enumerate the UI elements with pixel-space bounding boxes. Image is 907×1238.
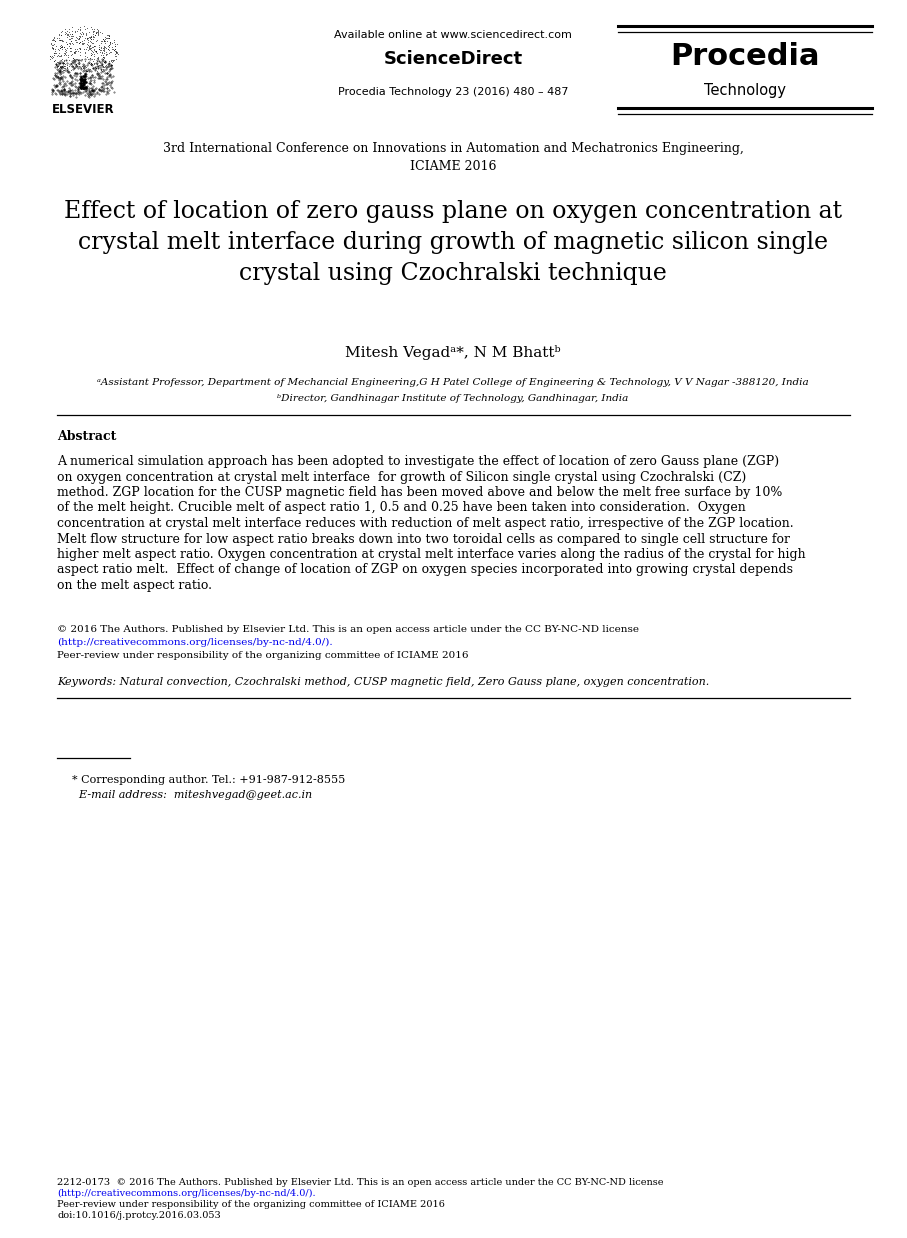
- Text: Melt flow structure for low aspect ratio breaks down into two toroidal cells as : Melt flow structure for low aspect ratio…: [57, 532, 790, 546]
- Point: [77, 77, 92, 97]
- Point: [78, 73, 93, 93]
- Text: method. ZGP location for the CUSP magnetic field has been moved above and below : method. ZGP location for the CUSP magnet…: [57, 487, 783, 499]
- Point: [74, 71, 89, 90]
- Text: © 2016 The Authors. Published by Elsevier Ltd. This is an open access article un: © 2016 The Authors. Published by Elsevie…: [57, 625, 639, 634]
- Text: of the melt height. Crucible melt of aspect ratio 1, 0.5 and 0.25 have been take: of the melt height. Crucible melt of asp…: [57, 501, 746, 515]
- Point: [76, 73, 91, 93]
- Text: * Corresponding author. Tel.: +91-987-912-8555: * Corresponding author. Tel.: +91-987-91…: [72, 775, 346, 785]
- Point: [73, 69, 88, 89]
- Point: [77, 67, 92, 87]
- Text: Mitesh Vegadᵃ*, N M Bhattᵇ: Mitesh Vegadᵃ*, N M Bhattᵇ: [346, 345, 561, 360]
- Point: [74, 77, 89, 97]
- Point: [74, 71, 89, 90]
- Text: ScienceDirect: ScienceDirect: [384, 50, 522, 68]
- Point: [73, 73, 87, 93]
- Point: [77, 78, 92, 98]
- Point: [75, 76, 90, 95]
- Point: [79, 77, 93, 97]
- Point: [73, 78, 88, 98]
- Point: [77, 72, 92, 92]
- Text: concentration at crystal melt interface reduces with reduction of melt aspect ra: concentration at crystal melt interface …: [57, 517, 794, 530]
- Point: [74, 76, 89, 95]
- Point: [74, 69, 89, 89]
- Text: Technology: Technology: [704, 83, 786, 98]
- Text: Peer-review under responsibility of the organizing committee of ICIAME 2016: Peer-review under responsibility of the …: [57, 1200, 444, 1210]
- Text: E-mail address:  miteshvegad@geet.ac.in: E-mail address: miteshvegad@geet.ac.in: [72, 790, 312, 800]
- Point: [73, 77, 87, 97]
- Point: [74, 69, 89, 89]
- Point: [75, 78, 90, 98]
- Point: [77, 74, 92, 94]
- Point: [73, 67, 88, 87]
- Point: [73, 73, 88, 93]
- Text: Peer-review under responsibility of the organizing committee of ICIAME 2016: Peer-review under responsibility of the …: [57, 651, 469, 660]
- Text: 3rd International Conference on Innovations in Automation and Mechatronics Engin: 3rd International Conference on Innovati…: [162, 142, 744, 173]
- Point: [78, 69, 93, 89]
- Point: [78, 64, 93, 84]
- Point: [77, 67, 92, 87]
- Point: [76, 78, 91, 98]
- Text: Keywords: Natural convection, Czochralski method, CUSP magnetic field, Zero Gaus: Keywords: Natural convection, Czochralsk…: [57, 677, 709, 687]
- Text: Procedia: Procedia: [670, 42, 820, 71]
- Point: [75, 71, 90, 90]
- Point: [74, 76, 89, 95]
- Text: on oxygen concentration at crystal melt interface  for growth of Silicon single : on oxygen concentration at crystal melt …: [57, 470, 746, 484]
- Point: [76, 71, 91, 90]
- Point: [76, 73, 91, 93]
- Text: aspect ratio melt.  Effect of change of location of ZGP on oxygen species incorp: aspect ratio melt. Effect of change of l…: [57, 563, 793, 577]
- Point: [73, 77, 88, 97]
- Point: [73, 69, 88, 89]
- Text: (http://creativecommons.org/licenses/by-nc-nd/4.0/).: (http://creativecommons.org/licenses/by-…: [57, 638, 333, 647]
- Text: Effect of location of zero gauss plane on oxygen concentration at
crystal melt i: Effect of location of zero gauss plane o…: [63, 201, 842, 285]
- Text: on the melt aspect ratio.: on the melt aspect ratio.: [57, 579, 212, 592]
- Text: higher melt aspect ratio. Oxygen concentration at crystal melt interface varies : higher melt aspect ratio. Oxygen concent…: [57, 548, 805, 561]
- Point: [73, 71, 88, 90]
- Text: Abstract: Abstract: [57, 430, 116, 443]
- Point: [76, 73, 91, 93]
- Point: [76, 71, 91, 90]
- Text: ᵃAssistant Professor, Department of Mechancial Engineering,G H Patel College of : ᵃAssistant Professor, Department of Mech…: [97, 378, 809, 387]
- Text: ᵇDirector, Gandhinagar Institute of Technology, Gandhinagar, India: ᵇDirector, Gandhinagar Institute of Tech…: [278, 394, 629, 404]
- Text: 2212-0173  © 2016 The Authors. Published by Elsevier Ltd. This is an open access: 2212-0173 © 2016 The Authors. Published …: [57, 1179, 664, 1187]
- Point: [73, 78, 88, 98]
- Text: doi:10.1016/j.protcy.2016.03.053: doi:10.1016/j.protcy.2016.03.053: [57, 1211, 220, 1219]
- Text: (http://creativecommons.org/licenses/by-nc-nd/4.0/).: (http://creativecommons.org/licenses/by-…: [57, 1188, 316, 1198]
- Text: A numerical simulation approach has been adopted to investigate the effect of lo: A numerical simulation approach has been…: [57, 456, 779, 468]
- Point: [77, 71, 92, 90]
- Text: ELSEVIER: ELSEVIER: [52, 103, 114, 116]
- Text: Available online at www.sciencedirect.com: Available online at www.sciencedirect.co…: [334, 30, 572, 40]
- Text: Procedia Technology 23 (2016) 480 – 487: Procedia Technology 23 (2016) 480 – 487: [337, 87, 569, 97]
- Point: [78, 72, 93, 92]
- Point: [75, 66, 90, 85]
- Point: [78, 78, 93, 98]
